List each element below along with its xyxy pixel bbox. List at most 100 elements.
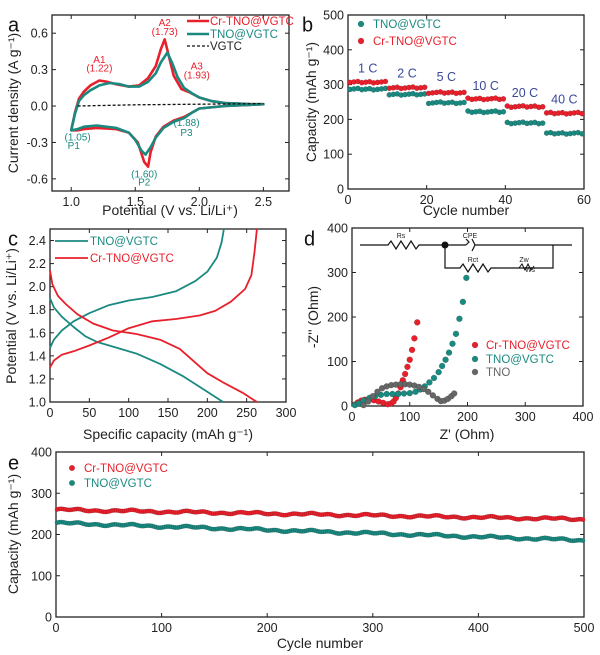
data-point: [382, 78, 389, 85]
resistor-rs: [360, 239, 466, 251]
annotation: A3: [191, 62, 204, 73]
data-point: [580, 517, 586, 522]
data-point: [500, 108, 507, 115]
x-tick-label: 0: [47, 406, 54, 420]
rate-label: 1 C: [358, 61, 377, 75]
annotation: A2: [159, 18, 172, 29]
y-tick-label: 500: [323, 9, 344, 23]
y-tick-label: 1.4: [29, 349, 46, 363]
y-tick-label: 100: [31, 569, 52, 583]
rate-label: 40 C: [551, 93, 577, 107]
x-tick-label: 1.0: [63, 195, 80, 209]
data-point: [408, 346, 416, 354]
series-line-tno-vgtc: [69, 51, 265, 156]
annotation: (1.93): [184, 71, 210, 82]
x-axis-label: Specific capacity (mAh g⁻¹): [83, 426, 253, 442]
circuit-wires: [444, 238, 572, 274]
x-tick-label: 100: [399, 410, 420, 424]
data-point: [406, 356, 413, 363]
data-point: [456, 315, 463, 323]
y-tick-label: 200: [31, 528, 52, 542]
y-tick-label: 100: [323, 148, 344, 162]
panel-label: d: [304, 229, 315, 251]
circuit-label: Rct: [468, 257, 479, 264]
plot-frame: [351, 227, 584, 407]
data-point: [429, 392, 437, 399]
y-tick-label: 0.0: [31, 100, 48, 114]
plot-frame: [55, 451, 585, 618]
legend-marker: [68, 479, 76, 487]
legend-marker: [68, 464, 76, 472]
x-tick-label: 0: [53, 621, 60, 635]
legend-label: TNO: [486, 367, 510, 379]
x-tick-label: 100: [118, 406, 139, 420]
legend-marker: [357, 20, 365, 28]
rate-label: 2 C: [397, 67, 416, 81]
data-point: [539, 103, 546, 110]
data-point: [580, 538, 586, 543]
data-point: [404, 363, 411, 371]
rate-label: 10 C: [472, 79, 498, 93]
data-point: [459, 298, 467, 306]
x-tick-label: 500: [574, 621, 595, 635]
circuit-label: Ws: [525, 267, 536, 274]
data-point: [461, 89, 467, 96]
panel-e: e 0 100 200 300 400 500 0 100 200 300 400 Cycle numb…: [5, 446, 594, 652]
legend-label: Cr-TNO@VGTC: [210, 16, 294, 28]
x-tick-label: 150: [158, 406, 179, 420]
legend-marker: [357, 37, 365, 45]
annotation: (1.88): [173, 118, 199, 129]
circuit-label: CPE: [463, 233, 478, 240]
x-tick-label: 0: [349, 410, 356, 424]
legend-marker: [471, 368, 479, 376]
data-point: [500, 96, 507, 102]
y-axis-label: Current density (A g⁻¹): [5, 33, 21, 173]
y-tick-label: 300: [31, 487, 52, 501]
data-point: [450, 390, 458, 397]
data-point: [400, 390, 408, 397]
x-axis-label: Potential (V vs. Li/Li⁺): [102, 202, 238, 218]
data-point: [449, 340, 456, 347]
x-tick-label: 2.0: [191, 195, 208, 209]
y-tick-label: 2.0: [29, 280, 46, 294]
equivalent-circuit-inset: Rs CPE Rct Zw Ws: [360, 233, 572, 274]
data-point: [426, 379, 433, 386]
data-point: [369, 392, 377, 400]
y-tick-label: 1.6: [29, 326, 46, 340]
panel-label: a: [8, 15, 20, 37]
y-tick-label: 400: [327, 222, 348, 236]
series-line-tno-vgtc-charge: [49, 228, 225, 349]
data-point: [579, 110, 585, 117]
rate-label: 20 C: [512, 86, 538, 100]
legend-label: TNO@VGTC: [210, 29, 278, 41]
y-tick-label: 300: [323, 78, 344, 92]
y-axis-label: -Z'' (Ohm): [305, 286, 321, 348]
legend-label: TNO@VGTC: [486, 354, 554, 366]
y-tick-label: 1.8: [29, 303, 46, 317]
x-tick-label: 1.5: [127, 195, 144, 209]
y-tick-label: 200: [323, 113, 344, 127]
plot-frame: [51, 14, 290, 192]
data-point: [414, 319, 421, 326]
y-tick-label: 0.3: [31, 63, 48, 77]
y-tick-label: 1.2: [29, 372, 46, 386]
data-point: [401, 370, 409, 378]
annotation: (1.05): [65, 133, 91, 144]
x-tick-label: 100: [151, 621, 172, 635]
data-point: [360, 401, 367, 409]
data-point: [421, 84, 428, 91]
y-tick-label: 400: [31, 446, 52, 460]
data-point: [463, 274, 470, 282]
legend-label: TNO@VGTC: [84, 478, 152, 490]
y-axis-label: Potential (V vs. Li/Li⁺): [3, 248, 19, 384]
legend-label: TNO@VGTC: [90, 236, 158, 248]
data-point: [579, 130, 585, 137]
annotation: P3: [180, 128, 193, 139]
y-tick-label: 2.2: [29, 257, 46, 271]
legend-label: Cr-TNO@VGTC: [90, 253, 174, 265]
data-point: [394, 390, 402, 398]
y-tick-label: 300: [327, 266, 348, 280]
panel-label: b: [302, 15, 313, 37]
y-tick-label: 0: [341, 400, 348, 414]
x-tick-label: 400: [573, 410, 594, 424]
